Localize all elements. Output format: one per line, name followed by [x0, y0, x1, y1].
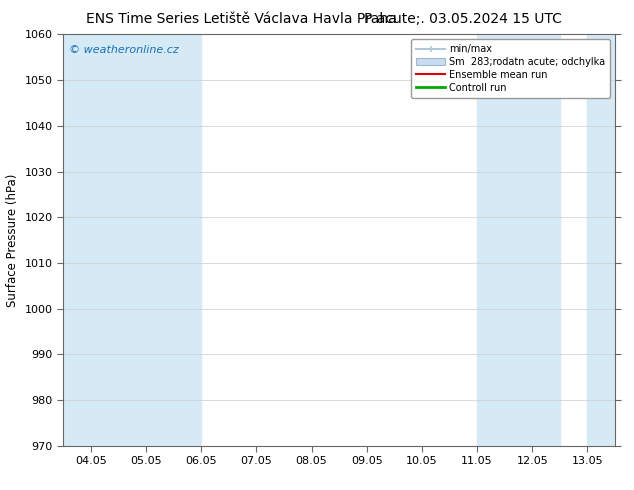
Bar	[477, 34, 560, 446]
Y-axis label: Surface Pressure (hPa): Surface Pressure (hPa)	[6, 173, 19, 307]
Text: P acute;. 03.05.2024 15 UTC: P acute;. 03.05.2024 15 UTC	[364, 12, 562, 26]
Legend: min/max, Sm  283;rodatn acute; odchylka, Ensemble mean run, Controll run: min/max, Sm 283;rodatn acute; odchylka, …	[411, 39, 610, 98]
Text: ENS Time Series Letiště Václava Havla Praha: ENS Time Series Letiště Václava Havla Pr…	[86, 12, 396, 26]
Bar	[63, 34, 202, 446]
Text: © weatheronline.cz: © weatheronline.cz	[69, 45, 179, 54]
Bar	[588, 34, 615, 446]
